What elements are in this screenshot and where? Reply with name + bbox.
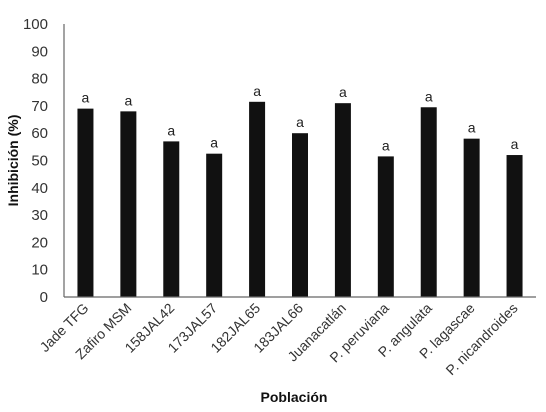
bar-series (77, 101, 523, 298)
y-tick-label: 20 (31, 234, 48, 251)
y-tick-label: 0 (40, 289, 48, 306)
bar (249, 101, 266, 298)
y-tick-label: 70 (31, 98, 48, 115)
bar (377, 156, 394, 297)
y-tick-label: 90 (31, 43, 48, 60)
bar (506, 155, 523, 297)
bar-annotation-label: a (511, 136, 519, 152)
bar-annotation-label: a (82, 90, 90, 106)
y-axis-ticks: 0 10 20 30 40 50 60 70 80 90 100 (23, 16, 48, 306)
y-tick-label: 100 (23, 16, 48, 33)
bar-annotation-label: a (253, 83, 261, 99)
y-tick-label: 30 (31, 207, 48, 224)
y-tick-label: 60 (31, 125, 48, 142)
bar (120, 111, 137, 297)
y-tick-label: 40 (31, 180, 48, 197)
y-tick-label: 10 (31, 262, 48, 279)
x-axis-title: Población (261, 389, 328, 405)
bar (292, 133, 308, 297)
bar (77, 108, 94, 297)
bar-annotation-label: a (124, 92, 132, 108)
bar-annotation-label: a (296, 114, 304, 130)
bar (334, 103, 351, 297)
bar-annotation-label: a (167, 122, 175, 138)
bar (420, 107, 437, 297)
y-tick-label: 80 (31, 71, 48, 88)
bar-annotation-label: a (425, 88, 433, 104)
bar-annotation-label: a (468, 120, 476, 136)
y-axis-title: Inhibición (%) (5, 115, 21, 207)
bar (206, 153, 223, 297)
bar (163, 141, 180, 297)
bar-annotations: a a a a a a a a a a a (82, 83, 519, 154)
bar-annotation-label: a (339, 84, 347, 100)
y-tick-label: 50 (31, 153, 48, 170)
bar-annotation-label: a (210, 135, 218, 151)
bar-annotation-label: a (382, 137, 390, 153)
bar (463, 138, 480, 297)
